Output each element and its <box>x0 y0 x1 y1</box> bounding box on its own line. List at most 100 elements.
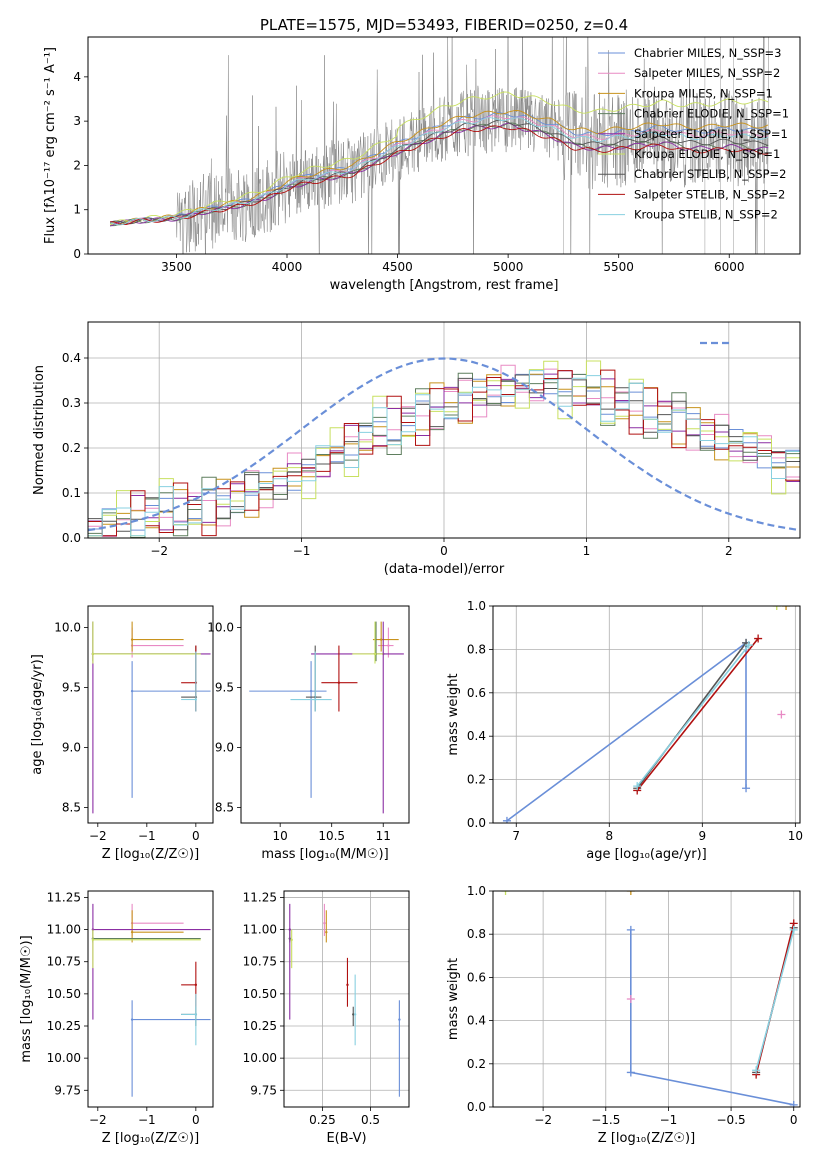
legend-entry: Salpeter ELODIE, N_SSP=1 <box>634 127 788 141</box>
weight-line <box>755 929 795 1071</box>
x-tick-label: 0.5 <box>361 1113 380 1127</box>
weight-marker <box>626 925 635 934</box>
legend-entry: Salpeter MILES, N_SSP=2 <box>634 66 780 80</box>
y-tick-label: 0.4 <box>467 1014 486 1028</box>
y-tick-label: 3 <box>73 114 81 128</box>
weight-marker <box>772 606 781 610</box>
legend-entry: Kroupa ELODIE, N_SSP=1 <box>634 147 780 161</box>
legend-entry: Chabrier STELIB, N_SSP=2 <box>634 167 786 181</box>
panel-residuals: −2 −1 0 1 2 0.0 0.1 0.2 0.3 0.4 (data-model)/error… <box>32 321 801 577</box>
x-axis-label: E(B-V) <box>326 1131 366 1146</box>
model-line <box>110 125 769 226</box>
plot-area <box>109 37 770 254</box>
x-tick-label: 10 <box>273 829 288 843</box>
axes-frame <box>87 605 214 824</box>
x-tick-label: −1 <box>138 1113 156 1127</box>
observed-spectrum <box>110 37 770 254</box>
y-tick-label: 9.5 <box>62 681 81 695</box>
y-tick-label: 0.1 <box>62 486 81 500</box>
weight-marker <box>744 641 753 650</box>
x-tick-label: 4000 <box>272 260 303 274</box>
panel-mass-vs-Z: −2 −1 0 9.75 10.00 10.25 10.50 10.75 11.00 11.25 Z… <box>19 890 214 1146</box>
weight-marker <box>789 1100 798 1107</box>
x-tick-label: 2 <box>725 544 733 558</box>
legend: Chabrier MILES, N_SSP=3 Salpeter MILES, N… <box>598 46 789 222</box>
y-tick-label: 0.2 <box>467 1057 486 1071</box>
x-tick-label: 0 <box>440 544 448 558</box>
weight-line <box>636 638 759 791</box>
weight-marker <box>502 816 511 823</box>
y-axis-label: mass weight <box>446 958 461 1040</box>
y-tick-label: 10.00 <box>47 1051 81 1065</box>
x-tick-label: −2 <box>534 1113 552 1127</box>
y-tick-label: 1.0 <box>467 599 486 613</box>
x-tick-label: −2 <box>89 829 107 843</box>
x-axis-label: (data-model)/error <box>384 562 505 577</box>
data-point <box>91 938 95 942</box>
data-point <box>194 983 198 987</box>
x-axis-label: age [log₁₀(age/yr)] <box>586 847 707 862</box>
y-axis-label: mass weight <box>446 673 461 755</box>
data-point <box>290 938 293 942</box>
x-tick-label: −0.5 <box>717 1113 746 1127</box>
residual-histogram <box>88 369 800 537</box>
data-point <box>314 698 317 701</box>
model-line <box>109 91 769 226</box>
y-tick-label: 8.5 <box>215 800 234 814</box>
weight-marker <box>754 634 763 643</box>
y-tick-label: 0.8 <box>467 642 486 656</box>
y-tick-label: 10.50 <box>47 987 81 1001</box>
plot-area <box>502 606 791 823</box>
x-tick-label: 8 <box>605 829 613 843</box>
x-tick-label: −1 <box>138 829 156 843</box>
data-point <box>91 652 95 656</box>
x-tick-label: 5500 <box>603 260 634 274</box>
x-tick-label: 4500 <box>382 260 413 274</box>
y-tick-label: 9.75 <box>250 1083 277 1097</box>
x-tick-label: 10.5 <box>318 829 345 843</box>
x-tick-label: 0 <box>790 1113 798 1127</box>
model-line <box>109 117 769 226</box>
axes-frame <box>87 321 801 539</box>
axes-frame <box>87 36 801 255</box>
data-point <box>352 1013 355 1016</box>
gaussian-curve <box>88 357 800 532</box>
legend-entry: Salpeter STELIB, N_SSP=2 <box>634 187 785 201</box>
x-axis-label: Z [log₁₀(Z/Z☉)] <box>598 1131 695 1146</box>
weight-marker <box>501 891 510 895</box>
panel-spectrum: 3500 4000 4500 5000 5500 6000 0 1 2 3 4 wavelength … <box>43 36 801 293</box>
x-tick-label: 5000 <box>493 260 524 274</box>
x-tick-label: 7 <box>512 829 520 843</box>
y-tick-label: 10.00 <box>243 1051 277 1065</box>
y-tick-label: 0.0 <box>62 531 81 545</box>
data-point <box>323 921 326 925</box>
plot-area <box>249 621 404 814</box>
y-tick-label: 10.0 <box>54 621 81 635</box>
weight-marker <box>742 784 751 793</box>
legend-entry: Kroupa STELIB, N_SSP=2 <box>634 208 778 222</box>
weight-marker <box>626 995 635 1003</box>
x-tick-label: −1 <box>660 1113 678 1127</box>
x-tick-label: −2 <box>89 1113 107 1127</box>
panel-weight-vs-Z: −2 −1.5 −1 −0.5 0 0.0 0.2 0.4 0.6 0.8 1.0 Z [log₁₀(… <box>446 884 801 1146</box>
residual-histogram <box>88 370 800 537</box>
legend-entry: Kroupa MILES, N_SSP=1 <box>634 86 773 100</box>
data-point <box>387 644 390 647</box>
data-point <box>325 930 328 934</box>
x-axis-label: Z [log₁₀(Z/Z☉)] <box>102 847 199 862</box>
x-tick-label: 9 <box>698 829 706 843</box>
weight-line <box>636 644 750 787</box>
panel-age-vs-mass: 10 10.5 11 8.5 9.0 9.5 10.0 mass [log₁₀(M/M☉)] <box>207 605 410 862</box>
plot-area <box>501 891 798 1107</box>
x-axis-label: mass [log₁₀(M/M☉)] <box>261 847 388 862</box>
y-tick-label: 8.5 <box>62 800 81 814</box>
y-axis-label: mass [log₁₀(M/M☉)] <box>19 935 34 1062</box>
y-axis-label: age [log₁₀(age/yr)] <box>30 654 45 775</box>
y-tick-label: 9.5 <box>215 681 234 695</box>
y-tick-label: 9.0 <box>215 740 234 754</box>
y-tick-label: 2 <box>73 158 81 172</box>
axes-frame <box>492 890 801 1108</box>
data-point <box>353 1013 357 1016</box>
y-tick-label: 0.2 <box>62 441 81 455</box>
legend-entry: Chabrier ELODIE, N_SSP=1 <box>634 107 789 121</box>
